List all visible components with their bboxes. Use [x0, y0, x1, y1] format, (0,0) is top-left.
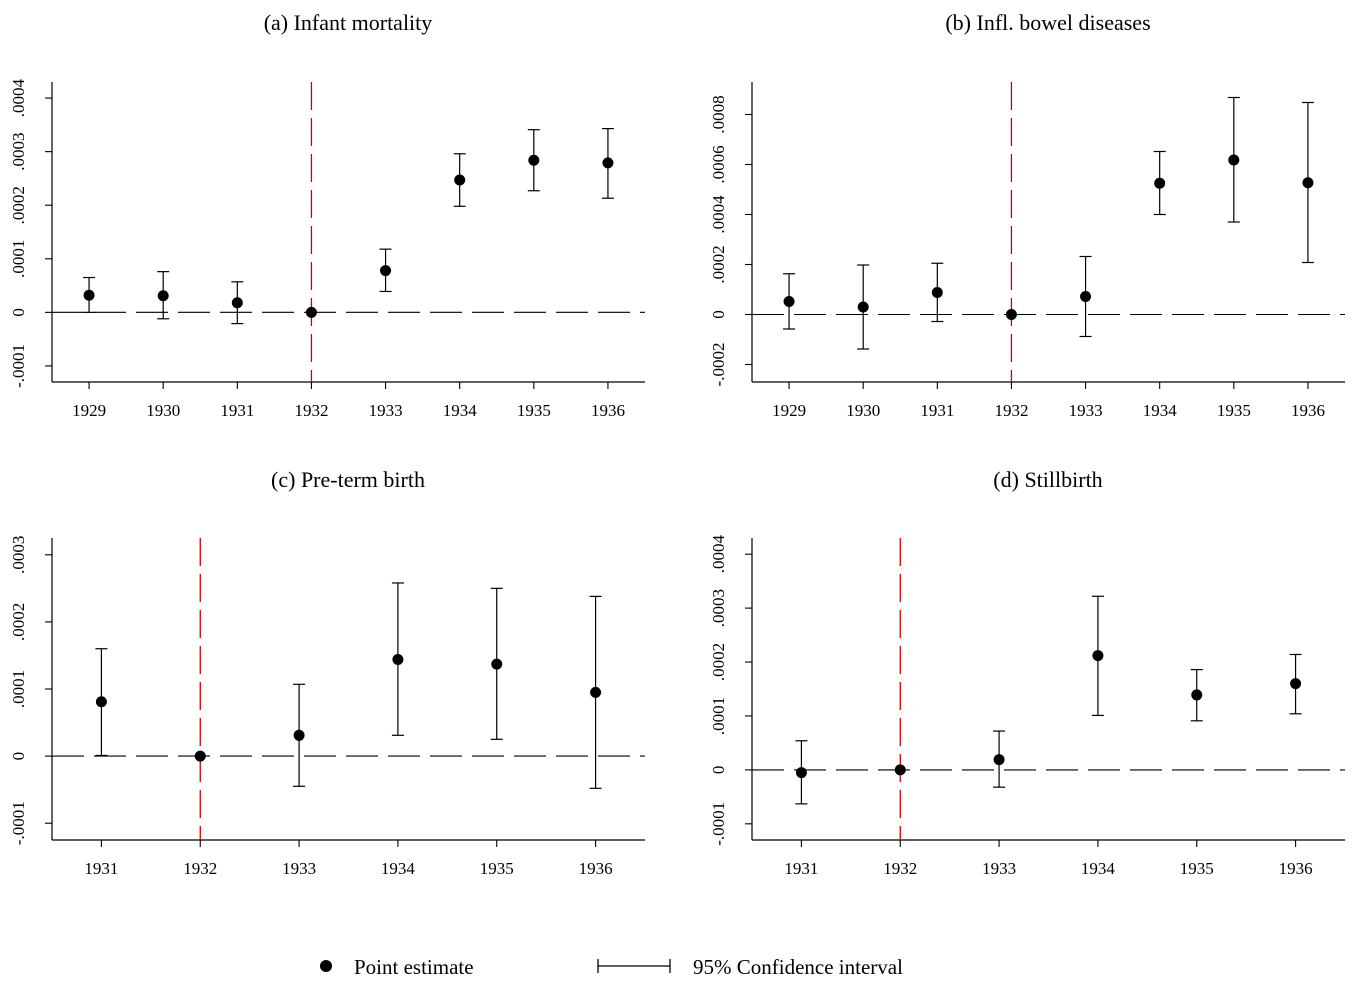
panel-title: (a) Infant mortality: [264, 10, 433, 35]
panel-title: (b) Infl. bowel diseases: [945, 10, 1150, 35]
point-estimate: [1080, 291, 1092, 302]
y-tick-label: -.0001: [9, 801, 28, 845]
y-tick-label: .0001: [9, 670, 28, 708]
point-estimate: [1191, 689, 1203, 701]
point-estimate: [1092, 650, 1104, 662]
point-estimate: [857, 301, 869, 313]
legend-point-label: Point estimate: [354, 955, 474, 979]
x-tick-label: 1930: [846, 401, 880, 420]
y-tick-label: .0002: [9, 186, 28, 224]
y-tick-label: .0006: [709, 145, 728, 183]
point-estimate: [795, 767, 807, 779]
y-tick-label: .0002: [709, 245, 728, 283]
y-tick-label: 0: [9, 752, 28, 761]
y-tick-label: .0001: [9, 240, 28, 278]
point-estimate: [931, 287, 943, 298]
y-tick-label: .0008: [709, 95, 728, 133]
y-tick-label: .0002: [709, 643, 728, 681]
legend-ci-marker: [597, 959, 671, 973]
y-tick-label: .0001: [709, 697, 728, 735]
y-tick-label: .0003: [9, 536, 28, 574]
point-estimate: [380, 265, 392, 277]
point-estimate: [783, 296, 795, 307]
x-tick-label: 1932: [994, 401, 1028, 420]
point-estimate: [293, 729, 305, 741]
point-estimate: [1154, 177, 1166, 189]
x-tick-label: 1933: [282, 859, 316, 878]
legend-point-marker: [320, 960, 332, 972]
x-tick-label: 1932: [183, 859, 217, 878]
x-tick-label: 1933: [369, 401, 403, 420]
point-estimate: [894, 764, 906, 776]
y-tick-label: .0002: [9, 603, 28, 641]
x-tick-label: 1931: [220, 401, 254, 420]
x-tick-label: 1930: [146, 401, 180, 420]
x-tick-label: 1934: [1143, 401, 1178, 420]
x-tick-label: 1936: [1279, 859, 1313, 878]
chart-panels: (a) Infant mortality -.0001 0 .0001 .0002 .00…: [9, 10, 1345, 878]
x-tick-label: 1935: [480, 859, 514, 878]
point-estimate: [231, 297, 243, 309]
point-estimate: [528, 154, 540, 166]
x-tick-label: 1934: [1081, 859, 1116, 878]
panel-title: (c) Pre-term birth: [271, 467, 425, 492]
x-tick-label: 1931: [784, 859, 818, 878]
y-tick-label: 0: [709, 310, 728, 319]
point-estimate: [1005, 309, 1017, 320]
legend: Point estimate 95% Confidence interval: [320, 955, 903, 979]
x-tick-label: 1931: [84, 859, 118, 878]
panel-title: (d) Stillbirth: [993, 467, 1102, 492]
point-estimate: [491, 658, 503, 670]
x-tick-label: 1929: [72, 401, 106, 420]
x-tick-label: 1933: [1069, 401, 1103, 420]
point-estimate: [83, 289, 95, 301]
y-tick-label: .0004: [709, 535, 728, 574]
x-tick-label: 1936: [579, 859, 613, 878]
point-estimate: [1290, 678, 1302, 690]
point-estimate: [95, 696, 107, 708]
point-estimate: [305, 306, 317, 318]
y-tick-label: .0004: [9, 78, 28, 117]
point-estimate: [1302, 177, 1314, 189]
point-estimate: [454, 174, 466, 186]
y-tick-label: .0003: [9, 133, 28, 171]
x-tick-label: 1935: [517, 401, 551, 420]
x-tick-label: 1934: [381, 859, 416, 878]
y-tick-label: -.0001: [709, 802, 728, 846]
x-tick-label: 1929: [772, 401, 806, 420]
panel-d: (d) Stillbirth -.0001 0 .0001 .0002 .0003 .000…: [709, 467, 1345, 878]
x-tick-label: 1936: [1291, 401, 1325, 420]
panel-a: (a) Infant mortality -.0001 0 .0001 .0002 .00…: [9, 10, 645, 420]
x-tick-label: 1935: [1217, 401, 1251, 420]
y-tick-label: .0004: [709, 195, 728, 234]
point-estimate: [993, 754, 1005, 766]
x-tick-label: 1934: [443, 401, 478, 420]
y-tick-label: -.0002: [709, 343, 728, 387]
y-tick-label: -.0001: [9, 344, 28, 388]
point-estimate: [590, 686, 602, 698]
point-estimate: [194, 750, 206, 762]
x-tick-label: 1936: [591, 401, 625, 420]
point-estimate: [157, 290, 169, 302]
x-tick-label: 1933: [982, 859, 1016, 878]
panel-b: (b) Infl. bowel diseases -.0002 0 .0002 .000…: [709, 10, 1345, 420]
y-tick-label: 0: [709, 766, 728, 775]
panel-c: (c) Pre-term birth -.0001 0 .0001 .0002 .0003…: [9, 467, 645, 878]
x-tick-label: 1935: [1180, 859, 1214, 878]
y-tick-label: .0003: [709, 589, 728, 627]
y-tick-label: 0: [9, 308, 28, 317]
x-tick-label: 1931: [920, 401, 954, 420]
x-tick-label: 1932: [294, 401, 328, 420]
legend-ci-label: 95% Confidence interval: [693, 955, 903, 979]
x-tick-label: 1932: [883, 859, 917, 878]
point-estimate: [1228, 154, 1240, 166]
point-estimate: [392, 653, 404, 665]
point-estimate: [602, 157, 614, 169]
